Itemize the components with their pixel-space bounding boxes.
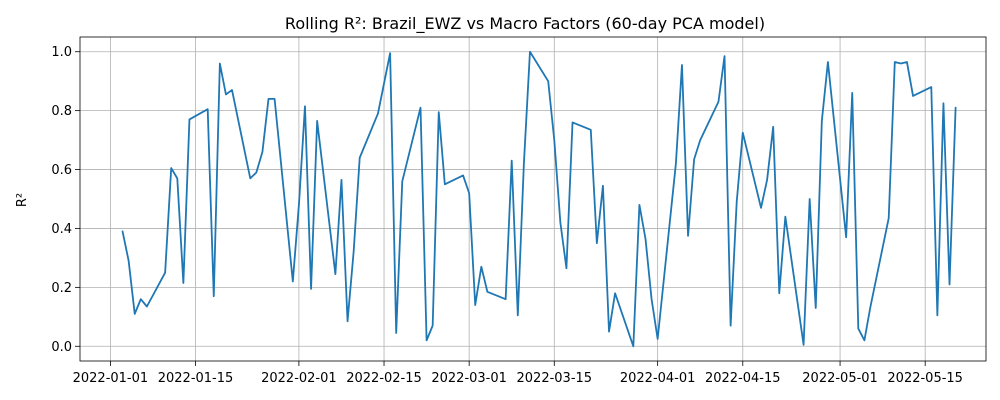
y-axis: 0.0 0.2 0.4 0.6 0.8 1.0 xyxy=(51,45,80,355)
x-tick-label: 2022-01-15 xyxy=(158,371,234,386)
x-tick-label: 2022-05-01 xyxy=(802,371,878,386)
y-axis-label: R² xyxy=(15,193,30,207)
y-tick-label: 0.4 xyxy=(51,222,72,237)
grid-lines xyxy=(80,37,986,361)
x-axis: 2022-01-01 2022-01-15 2022-02-01 2022-02-15… xyxy=(73,361,963,386)
x-tick-label: 2022-01-01 xyxy=(73,371,149,386)
y-tick-label: 0.2 xyxy=(51,281,72,296)
series-layer xyxy=(121,50,957,348)
y-tick-label: 0.6 xyxy=(51,163,72,178)
y-tick-label: 0.8 xyxy=(51,104,72,119)
x-tick-label: 2022-03-01 xyxy=(431,371,507,386)
plot-area-frame xyxy=(79,36,987,362)
x-tick-label: 2022-02-01 xyxy=(261,371,337,386)
y-tick-label: 0.0 xyxy=(51,340,72,355)
x-tick-label: 2022-02-15 xyxy=(346,371,422,386)
series-line xyxy=(121,50,957,348)
y-tick-label: 1.0 xyxy=(51,45,72,60)
x-tick-label: 2022-04-01 xyxy=(620,371,696,386)
x-tick-label: 2022-05-15 xyxy=(887,371,963,386)
x-tick-label: 2022-03-15 xyxy=(517,371,593,386)
x-tick-label: 2022-04-15 xyxy=(705,371,781,386)
chart-title: Rolling R²: Brazil_EWZ vs Macro Factors … xyxy=(285,14,765,34)
